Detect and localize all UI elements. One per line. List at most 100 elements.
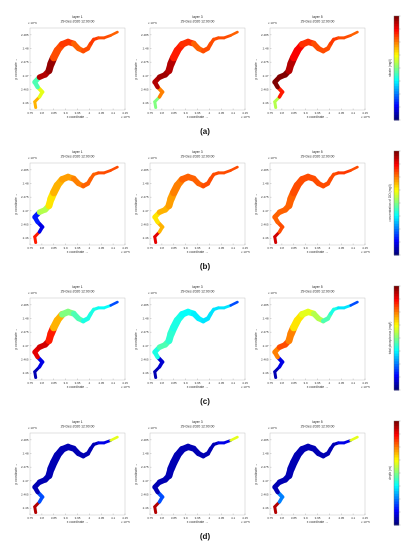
x-tick-label: 4.05 [98,246,104,250]
colorbar-step [394,234,399,238]
colorbar-step [394,169,399,173]
map-panel: layer 329-Dec-2020 12:00:00 x 10^6 2.46 2.4… [134,15,250,119]
colorbar-step [394,364,399,368]
colorbar-step [394,314,399,318]
colorbar-step [394,29,399,33]
x-tick-label: 3.9 [304,516,309,520]
colorbar-step [394,91,399,95]
x-tick-label: 3.9 [184,246,189,250]
y-tick-label: 2.46 [263,236,269,240]
x-tick-label: 3.85 [291,516,297,520]
colorbar-step [394,200,399,204]
y-axis-label: y coordinate → [134,193,138,214]
x-exponent: x 10^5 [361,520,370,524]
x-axis-label: x coordinate → [67,115,88,119]
x-tick-label: 4.1 [111,516,116,520]
x-exponent: x 10^5 [121,385,130,389]
colorbar-step [394,493,399,497]
x-exponent: x 10^5 [361,250,370,254]
river-channel [32,30,119,110]
colorbar-step [394,480,399,484]
colorbar-step [394,306,399,310]
colorbar-step [394,291,399,295]
river-channel [152,165,239,245]
x-tick-label: 3.75 [27,246,33,250]
y-tick-label: 2.47 [23,479,29,483]
panel-title: layer 3 [192,420,202,424]
y-tick-label: 2.485 [21,33,29,37]
x-tick-label: 4.1 [111,246,116,250]
y-tick-label: 2.47 [23,74,29,78]
y-tick-label: 2.485 [261,303,269,307]
colorbar-step [394,26,399,30]
colorbar-step [394,42,399,46]
river-segment [109,435,119,442]
x-tick-label: 3.8 [280,516,285,520]
y-tick-label: 2.475 [141,195,149,199]
x-tick-label: 4.15 [122,381,128,385]
x-tick-label: 4.1 [111,111,116,115]
y-exponent: x 10^6 [268,291,277,295]
x-tick-label: 3.8 [160,111,165,115]
row-label: (d) [199,532,211,541]
colorbar-step [394,338,399,342]
colorbar-step [394,18,399,22]
colorbar-step [394,239,399,243]
x-tick-label: 3.8 [40,246,45,250]
river-segment [349,30,359,37]
y-tick-label: 2.475 [141,465,149,469]
map-panel: layer 529-Dec-2020 12:00:00 x 10^6 2.46 2.4… [254,420,370,524]
x-tick-label: 3.95 [195,516,201,520]
plot-frame [269,27,366,111]
y-tick-label: 2.465 [21,88,29,92]
colorbar-step [394,60,399,64]
map-panel: layer 129-Dec-2020 12:00:00 x 10^6 2.46 2.4… [14,15,130,119]
y-tick-label: 2.48 [143,47,149,51]
colorbar-step [394,83,399,87]
x-tick-label: 4.15 [362,246,368,250]
y-axis-label: y coordinate → [134,328,138,349]
x-tick-label: 3.85 [171,246,177,250]
x-tick-label: 4.15 [122,111,128,115]
x-axis-label: x coordinate → [307,250,328,254]
x-tick-label: 3.8 [280,111,285,115]
colorbar-step [394,231,399,235]
y-tick-label: 2.485 [141,33,149,37]
row-label: (c) [200,397,210,406]
panel-date: 29-Dec-2020 12:00:00 [61,155,95,159]
y-tick-label: 2.465 [141,358,149,362]
colorbar-step [394,387,399,391]
x-tick-label: 4 [89,111,91,115]
map-panel: layer 129-Dec-2020 12:00:00 x 10^6 2.46 2.4… [14,420,130,524]
colorbar-step [394,62,399,66]
colorbar-step [394,153,399,157]
colorbar-step [394,369,399,373]
panel-title: layer 1 [72,15,82,19]
panel-title: layer 3 [192,285,202,289]
y-tick-label: 2.475 [261,60,269,64]
colorbar-step [394,486,399,490]
plot-frame [29,432,126,516]
colorbar-step [394,296,399,300]
x-tick-label: 4.1 [351,246,356,250]
river-channel [152,300,239,380]
colorbar-step [394,519,399,523]
colorbar-step [394,174,399,178]
colorbar-step [394,197,399,201]
x-tick-label: 3.85 [51,381,57,385]
x-tick-label: 4.15 [242,516,248,520]
y-axis-label: y coordinate → [254,193,258,214]
x-tick-label: 4.15 [242,246,248,250]
y-tick-label: 2.46 [23,506,29,510]
colorbar-step [394,462,399,466]
colorbar-step [394,319,399,323]
colorbar-step [394,52,399,56]
x-tick-label: 3.8 [280,246,285,250]
colorbar-step [394,447,399,451]
colorbar-step [394,509,399,513]
colorbar-step [394,107,399,111]
colorbar-step [394,353,399,357]
x-axis-label: x coordinate → [67,385,88,389]
x-tick-label: 4.05 [338,111,344,115]
y-tick-label: 2.46 [23,236,29,240]
